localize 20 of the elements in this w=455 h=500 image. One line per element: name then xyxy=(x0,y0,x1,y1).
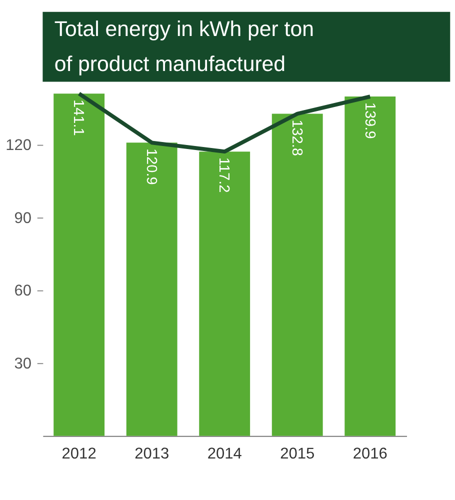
x-tick-label: 2013 xyxy=(134,446,170,463)
bar xyxy=(199,152,250,436)
y-tick-label: 120 xyxy=(6,137,32,154)
y-tick-label: 90 xyxy=(14,210,32,227)
data-label: 132.8 xyxy=(288,120,304,156)
bar xyxy=(54,94,105,436)
data-label: 141.1 xyxy=(70,99,86,136)
y-tick-label: 60 xyxy=(14,282,32,300)
chart-title: Total energy in kWh per ton of product manufactured xyxy=(54,17,314,76)
data-label: 139.9 xyxy=(361,102,378,139)
bar xyxy=(126,142,178,436)
data-label: 120.9 xyxy=(142,148,159,185)
bar xyxy=(344,96,396,436)
x-tick-label: 2016 xyxy=(352,446,388,463)
x-tick-label: 2012 xyxy=(62,446,96,463)
x-tick-label: 2015 xyxy=(280,446,315,463)
x-tick-label: 2014 xyxy=(207,446,242,463)
bar xyxy=(272,114,323,436)
data-label: 117.2 xyxy=(216,157,232,193)
y-tick-label: 30 xyxy=(14,355,32,372)
